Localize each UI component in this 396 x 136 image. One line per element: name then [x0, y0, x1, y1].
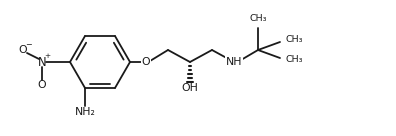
Text: −: −	[26, 41, 32, 50]
Text: NH₂: NH₂	[74, 107, 95, 117]
Text: CH₃: CH₃	[249, 14, 267, 23]
Text: O: O	[142, 57, 150, 67]
Text: O: O	[38, 80, 46, 90]
Text: +: +	[44, 53, 50, 60]
Text: NH: NH	[226, 57, 242, 67]
Text: CH₃: CH₃	[286, 35, 303, 44]
Text: N: N	[38, 55, 46, 69]
Text: O: O	[19, 45, 27, 55]
Text: OH: OH	[181, 83, 198, 93]
Text: CH₃: CH₃	[286, 55, 303, 64]
